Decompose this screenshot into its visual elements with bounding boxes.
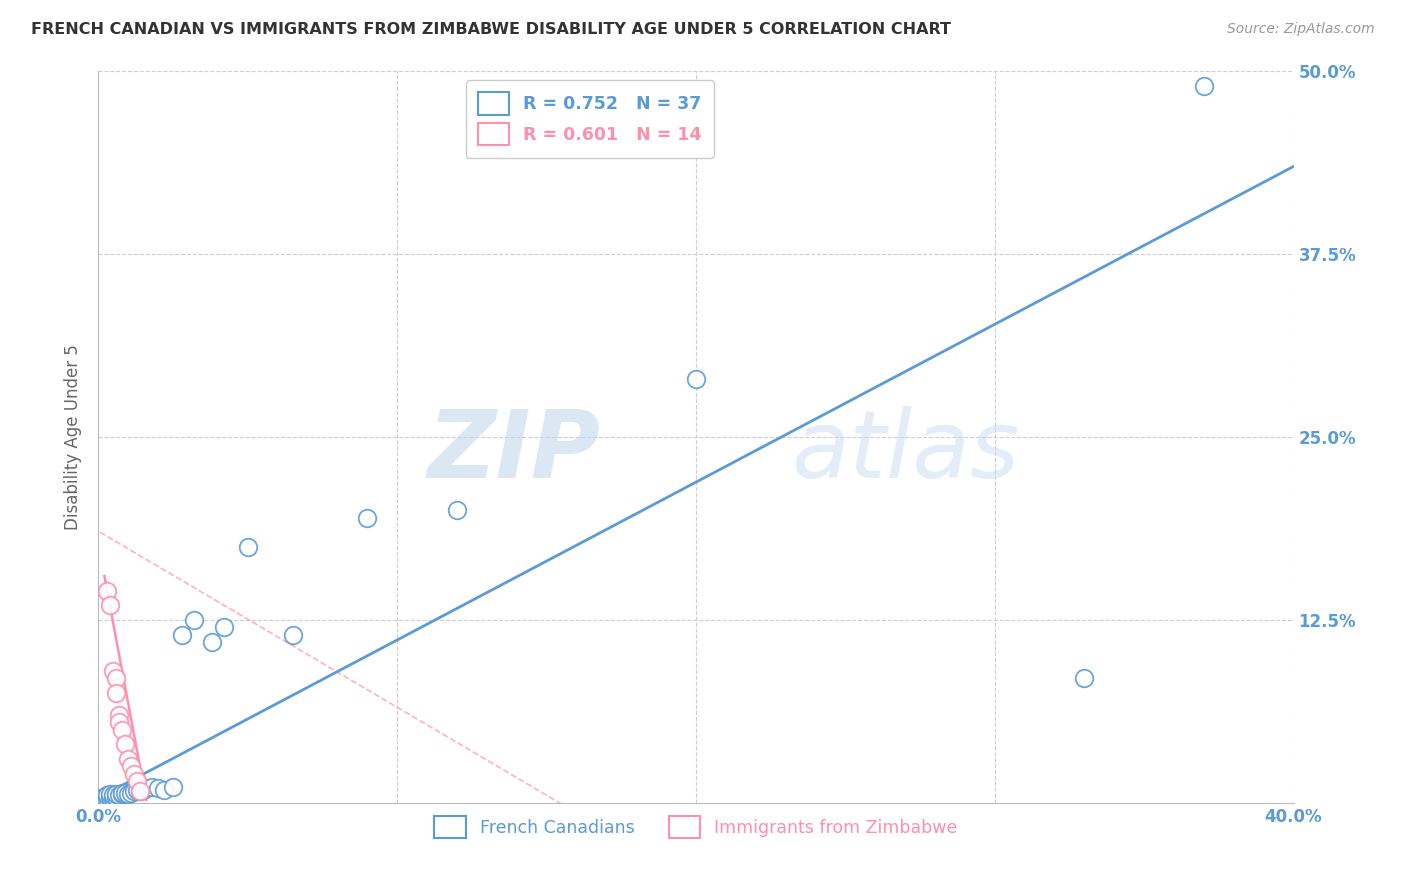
Point	[117, 787, 139, 801]
Point	[135, 781, 157, 796]
Point	[105, 787, 128, 801]
Y-axis label: Disability Age Under 5: Disability Age Under 5	[65, 344, 83, 530]
Point	[236, 540, 259, 554]
Point	[127, 773, 149, 788]
Point	[108, 789, 131, 803]
Point	[105, 789, 128, 804]
Point	[129, 784, 152, 798]
Point	[1073, 672, 1095, 686]
Point	[105, 672, 128, 686]
Point	[108, 708, 131, 723]
Point	[98, 787, 122, 801]
Point	[98, 789, 122, 804]
Point	[124, 784, 146, 798]
Point	[201, 635, 224, 649]
Point	[124, 766, 146, 780]
Point	[114, 786, 136, 800]
Point	[117, 752, 139, 766]
Point	[111, 787, 134, 801]
Point	[446, 503, 468, 517]
Point	[212, 620, 235, 634]
Point	[111, 786, 134, 800]
Point	[103, 789, 125, 803]
Point	[148, 781, 170, 796]
Point	[96, 789, 118, 803]
Point	[93, 789, 115, 804]
Text: FRENCH CANADIAN VS IMMIGRANTS FROM ZIMBABWE DISABILITY AGE UNDER 5 CORRELATION C: FRENCH CANADIAN VS IMMIGRANTS FROM ZIMBA…	[31, 22, 950, 37]
Point	[96, 791, 118, 805]
Point	[90, 793, 112, 807]
Point	[120, 759, 142, 773]
Point	[183, 613, 205, 627]
Text: atlas: atlas	[792, 406, 1019, 497]
Text: ZIP: ZIP	[427, 406, 600, 498]
Point	[96, 583, 118, 598]
Point	[127, 782, 149, 797]
Point	[93, 791, 115, 805]
Point	[162, 780, 184, 794]
Point	[103, 664, 125, 678]
Point	[114, 737, 136, 751]
Text: Source: ZipAtlas.com: Source: ZipAtlas.com	[1227, 22, 1375, 37]
Point	[685, 371, 707, 385]
Point	[153, 782, 176, 797]
Point	[111, 723, 134, 737]
Point	[172, 627, 194, 641]
Point	[129, 784, 152, 798]
Point	[132, 782, 155, 797]
Point	[120, 786, 142, 800]
Point	[141, 780, 163, 794]
Point	[103, 791, 125, 805]
Point	[105, 686, 128, 700]
Legend: French Canadians, Immigrants from Zimbabwe: French Canadians, Immigrants from Zimbab…	[427, 809, 965, 846]
Point	[98, 599, 122, 613]
Point	[1192, 78, 1215, 93]
Point	[281, 627, 304, 641]
Point	[356, 510, 378, 524]
Point	[108, 715, 131, 730]
